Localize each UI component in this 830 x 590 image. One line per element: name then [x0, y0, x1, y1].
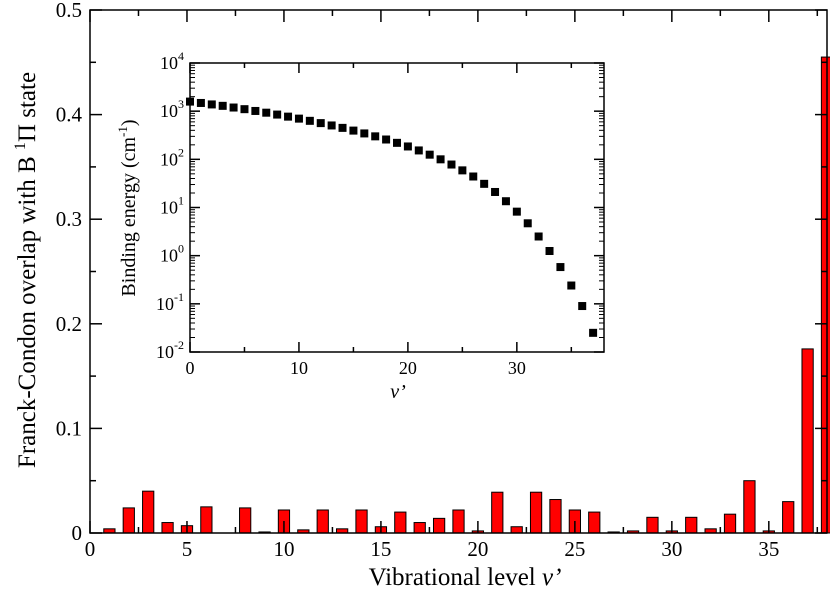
binding-energy-point — [349, 126, 358, 135]
inset-x-tick-label: 10 — [290, 358, 308, 378]
inset-y-axis-label: Binding energy (cm-1) — [115, 119, 140, 296]
bar-v7 — [239, 507, 252, 534]
binding-energy-point — [436, 155, 445, 164]
binding-energy-point — [262, 108, 271, 117]
bar-v15 — [394, 511, 407, 534]
bar-v18 — [452, 509, 465, 534]
binding-energy-point — [414, 146, 423, 155]
binding-energy-point — [305, 116, 314, 125]
inset-x-tick-label: 0 — [186, 358, 195, 378]
binding-energy-point — [382, 135, 391, 144]
inset-points — [186, 97, 598, 337]
binding-energy-point — [523, 219, 532, 228]
binding-energy-point — [393, 138, 401, 147]
inset-tick-labels: 0 10 20 30 10-2 10-1 100 101 102 103 104 — [156, 49, 526, 378]
inset-y-tick-label: 104 — [160, 49, 184, 73]
binding-energy-point — [196, 98, 205, 107]
x-tick-label: 30 — [661, 537, 682, 561]
main-y-axis-label: Franck-Condon overlap with B 1Π state — [12, 72, 41, 468]
binding-energy-point — [589, 328, 598, 337]
binding-energy-point — [316, 119, 325, 128]
bar-v30 — [685, 516, 698, 534]
binding-energy-point — [251, 106, 260, 115]
bar-v5 — [200, 506, 213, 534]
bar-v17 — [432, 517, 446, 534]
inset-y-tick-label: 101 — [160, 194, 184, 218]
y-tick-label: 0.2 — [56, 312, 82, 336]
main-plot-frame — [89, 9, 828, 534]
bar-v16 — [413, 522, 426, 534]
bar-v22 — [529, 491, 543, 534]
bar-v23 — [549, 499, 562, 534]
x-tick-label: 10 — [273, 537, 294, 561]
binding-energy-point — [469, 172, 478, 181]
binding-energy-point — [512, 207, 521, 216]
inset-x-axis-label: v’ — [390, 381, 406, 403]
y-tick-label: 0 — [72, 521, 83, 545]
inset-x-tick-label: 20 — [399, 358, 417, 378]
binding-energy-point — [284, 112, 293, 121]
binding-energy-point — [207, 100, 216, 109]
binding-energy-point — [501, 197, 510, 206]
bar-v11 — [316, 509, 329, 534]
y-tick-label: 0.4 — [56, 103, 83, 127]
x-tick-label: 35 — [758, 537, 779, 561]
binding-energy-point — [480, 179, 489, 188]
bar-v35 — [782, 501, 795, 534]
x-tick-label: 0 — [85, 537, 96, 561]
bar-v28 — [646, 516, 659, 534]
inset-x-tick-label: 30 — [508, 358, 526, 378]
inset-y-tick-label: 10-1 — [156, 290, 184, 314]
x-tick-label: 5 — [182, 537, 193, 561]
binding-energy-point — [403, 142, 412, 151]
inset-y-tick-label: 103 — [160, 97, 184, 121]
inset-background — [190, 63, 604, 352]
binding-energy-point — [240, 105, 249, 114]
inset-y-tick-label: 100 — [160, 242, 184, 266]
binding-energy-point — [371, 132, 380, 141]
binding-energy-point — [567, 281, 576, 290]
binding-energy-point — [578, 302, 587, 311]
bar-v2 — [142, 490, 155, 534]
binding-energy-point — [360, 129, 369, 138]
binding-energy-point — [491, 187, 500, 196]
x-tick-label: 25 — [564, 537, 585, 561]
main-tick-labels: 0 5 10 15 20 25 30 35 0 0.1 0.2 0.3 0.4 0.5 — [56, 0, 780, 561]
x-tick-label: 20 — [467, 537, 488, 561]
inset-plot-frame — [189, 62, 605, 353]
y-tick-label: 0.3 — [56, 207, 82, 231]
main-x-axis-label: Vibrational level v’ — [369, 564, 562, 590]
binding-energy-point — [327, 121, 336, 130]
bar-v36 — [801, 348, 814, 534]
binding-energy-point — [229, 103, 238, 112]
binding-energy-point — [545, 246, 554, 255]
inset-y-tick-label: 102 — [160, 145, 184, 169]
binding-energy-point — [338, 123, 347, 132]
bar-v3 — [161, 522, 174, 534]
bar-v32 — [723, 513, 737, 534]
binding-energy-point — [458, 166, 467, 175]
bar-v33 — [743, 480, 756, 534]
binding-energy-point — [218, 101, 227, 110]
bar-v1 — [122, 507, 135, 534]
inset-y-tick-label: 10-2 — [156, 338, 184, 362]
y-tick-label: 0.1 — [56, 416, 82, 440]
y-tick-label: 0.5 — [56, 0, 82, 22]
bar-v21 — [510, 526, 523, 534]
binding-energy-point — [273, 110, 282, 119]
binding-energy-point — [425, 150, 434, 159]
binding-energy-point — [534, 232, 543, 241]
bar-v37 — [820, 56, 830, 534]
binding-energy-point — [294, 114, 303, 123]
bar-v25 — [588, 511, 601, 534]
binding-energy-point — [447, 160, 456, 169]
x-tick-label: 15 — [370, 537, 391, 561]
binding-energy-point — [556, 263, 565, 272]
bar-v13 — [355, 509, 368, 534]
bar-v20 — [491, 491, 504, 534]
